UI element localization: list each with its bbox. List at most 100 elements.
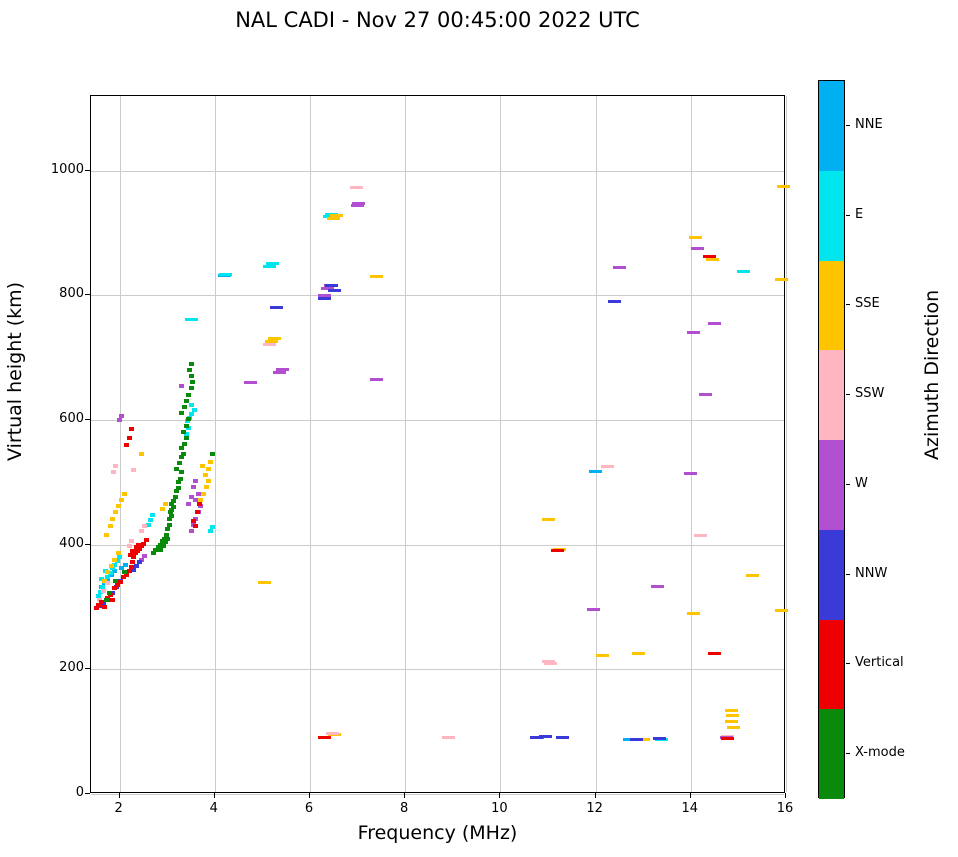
- data-point-e: [112, 562, 118, 567]
- data-point-e: [218, 273, 232, 277]
- data-point-vertical: [551, 549, 564, 553]
- data-point-nne: [122, 562, 128, 567]
- colorbar-tick: [846, 304, 850, 306]
- x-tick-label: 12: [586, 801, 603, 816]
- data-point-w: [193, 479, 199, 484]
- data-point-w: [586, 608, 600, 611]
- data-point-sse: [774, 278, 788, 282]
- data-point-vertical: [131, 555, 137, 560]
- data-point-w: [193, 516, 199, 521]
- data-point-nnw: [555, 736, 569, 740]
- data-point-vertical: [99, 600, 104, 605]
- data-point-vertical: [703, 255, 717, 259]
- data-point-x-mode: [113, 578, 119, 583]
- data-point-nnw: [270, 305, 284, 309]
- x-tick-mark: [213, 793, 215, 798]
- data-point-x-mode: [185, 417, 191, 422]
- data-point-x-mode: [158, 542, 163, 547]
- data-point-nnw: [653, 737, 667, 740]
- data-point-ssw: [129, 539, 135, 543]
- gridline-vertical: [405, 96, 407, 792]
- gridline-horizontal: [91, 794, 784, 795]
- y-tick-label: 1000: [50, 161, 84, 177]
- colorbar-tick: [846, 753, 850, 755]
- x-tick-mark: [404, 793, 406, 798]
- data-point-vertical: [137, 546, 143, 551]
- data-point-x-mode: [183, 423, 189, 428]
- gridline-horizontal: [91, 420, 784, 422]
- data-point-x-mode: [106, 591, 112, 596]
- data-point-vertical: [133, 551, 139, 556]
- y-tick-mark: [85, 543, 90, 545]
- data-point-sse: [110, 517, 116, 522]
- data-point-ssw: [541, 660, 555, 664]
- data-point-nnw: [137, 560, 143, 565]
- y-tick-label: 600: [59, 411, 84, 427]
- data-point-sse: [774, 608, 788, 612]
- data-point-vertical: [721, 737, 735, 740]
- data-point-x-mode: [153, 548, 159, 553]
- colorbar-tick: [846, 124, 850, 126]
- data-point-w: [196, 491, 202, 496]
- y-axis-label: Virtual height (km): [4, 281, 26, 461]
- x-tick-mark: [785, 793, 786, 798]
- data-point-vertical: [96, 603, 102, 608]
- data-point-sse: [202, 472, 208, 477]
- colorbar-label-vertical: Vertical: [855, 655, 904, 671]
- colorbar-tick: [846, 483, 850, 485]
- data-point-sse: [726, 714, 740, 717]
- data-point-x-mode: [189, 362, 195, 366]
- colorbar-segment-nnw: [819, 529, 844, 620]
- data-point-sse: [370, 275, 384, 279]
- data-point-sse: [689, 236, 703, 239]
- data-point-sse: [119, 497, 124, 502]
- x-tick-label: 14: [681, 801, 699, 816]
- data-point-nne: [112, 568, 118, 573]
- data-point-sse: [705, 257, 719, 261]
- data-point-vertical: [128, 565, 134, 570]
- data-point-w: [178, 383, 184, 388]
- data-point-e: [150, 513, 156, 518]
- data-point-sse: [103, 532, 109, 537]
- data-point-e: [189, 411, 195, 416]
- x-tick-mark: [499, 793, 501, 798]
- data-point-sse: [121, 491, 127, 496]
- data-point-sse: [108, 563, 114, 568]
- data-point-vertical: [130, 548, 136, 553]
- gridline-vertical: [310, 96, 311, 792]
- data-point-w: [317, 293, 331, 297]
- x-tick-label: 8: [400, 801, 409, 816]
- data-point-w: [651, 585, 664, 588]
- colorbar-segment-sse: [819, 260, 844, 351]
- data-point-vertical: [191, 519, 197, 523]
- data-point-x-mode: [178, 445, 184, 450]
- data-point-x-mode: [171, 504, 177, 509]
- data-point-x-mode: [164, 526, 170, 531]
- data-point-x-mode: [183, 436, 189, 441]
- data-point-vertical: [118, 579, 123, 584]
- data-point-e: [263, 265, 276, 269]
- data-point-e: [183, 431, 189, 436]
- colorbar-tick: [846, 214, 850, 216]
- data-point-nnw: [110, 591, 116, 596]
- colorbar-tick: [846, 573, 850, 575]
- data-point-e: [148, 517, 153, 522]
- azimuth-colorbar: [818, 80, 845, 800]
- data-point-ssw: [141, 524, 147, 528]
- data-point-sse: [258, 580, 272, 584]
- data-point-sse: [203, 485, 209, 490]
- data-point-nnw: [131, 567, 137, 572]
- data-point-vertical: [195, 510, 201, 515]
- data-point-e: [185, 317, 199, 321]
- y-tick-mark: [85, 793, 90, 794]
- data-point-e: [266, 262, 280, 266]
- data-point-vertical: [112, 586, 118, 591]
- data-point-x-mode: [177, 461, 182, 466]
- data-point-x-mode: [173, 495, 179, 500]
- data-point-sse: [116, 504, 122, 509]
- data-point-e: [99, 577, 104, 581]
- data-point-vertical: [139, 544, 144, 548]
- data-point-ssw: [693, 533, 707, 537]
- data-point-nnw: [608, 300, 622, 304]
- data-point-ssw: [326, 732, 340, 735]
